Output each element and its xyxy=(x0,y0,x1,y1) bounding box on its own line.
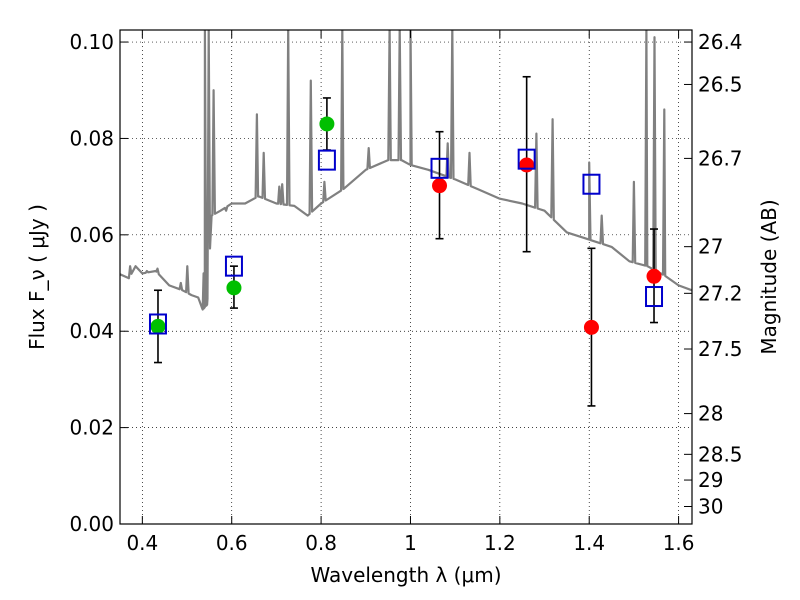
x-tick-label: 0.4 xyxy=(126,531,158,555)
magnitude-tick-label: 27.2 xyxy=(698,281,743,305)
x-tick-label: 0.6 xyxy=(216,531,248,555)
y-tick-label: 0.04 xyxy=(69,319,114,343)
data-point xyxy=(519,157,535,173)
y-tick-label: 0.06 xyxy=(69,223,114,247)
spectrum-line xyxy=(120,30,692,311)
x-tick-label: 1 xyxy=(404,531,417,555)
y-tick-label: 0.08 xyxy=(69,126,114,150)
left-axis-title: Flux F_ν ( μJy ) xyxy=(25,204,49,350)
x-tick-label: 1.2 xyxy=(484,531,516,555)
axes: 0.4 0.6 0.8 1 1.2 1.4 1.6 0.00 0.02 0.04 0.06 0.08 0… xyxy=(69,30,743,555)
plot-background xyxy=(120,30,692,524)
data-point xyxy=(432,178,448,194)
x-axis-title: Wavelength λ (μm) xyxy=(310,563,501,587)
model-flux-square xyxy=(148,313,167,335)
plot-frame xyxy=(119,29,693,525)
model-spectrum xyxy=(120,30,692,311)
magnitude-tick-label: 27.5 xyxy=(698,337,743,361)
model-flux-square xyxy=(582,173,601,195)
magnitude-tick-label: 28.5 xyxy=(698,442,743,466)
x-tick-label: 1.4 xyxy=(573,531,605,555)
model-flux-square xyxy=(517,148,536,170)
data-point xyxy=(150,318,166,334)
data-point xyxy=(583,319,599,335)
data-point xyxy=(646,268,662,284)
data-point xyxy=(226,280,242,296)
magnitude-tick-label: 26.5 xyxy=(698,72,743,96)
magnitude-tick-label: 29 xyxy=(698,468,723,492)
y-tick-label: 0.02 xyxy=(69,416,114,440)
data-markers xyxy=(148,116,664,335)
magnitude-tick-label: 26.7 xyxy=(698,146,743,170)
magnitude-tick-label: 30 xyxy=(698,495,723,519)
model-flux-square xyxy=(224,255,243,277)
right-axis-title: Magnitude (AB) xyxy=(757,199,781,354)
magnitude-tick-label: 27 xyxy=(698,235,723,259)
magnitude-tick-label: 28 xyxy=(698,402,723,426)
model-flux-square xyxy=(430,157,449,179)
magnitude-tick-label: 26.4 xyxy=(698,30,743,54)
y-tick-label: 0.10 xyxy=(69,30,114,54)
x-tick-label: 1.6 xyxy=(663,531,695,555)
model-flux-square xyxy=(645,286,664,308)
y-tick-label: 0.00 xyxy=(69,512,114,536)
x-tick-label: 0.8 xyxy=(305,531,337,555)
data-point xyxy=(319,116,335,132)
model-flux-square xyxy=(317,149,336,171)
